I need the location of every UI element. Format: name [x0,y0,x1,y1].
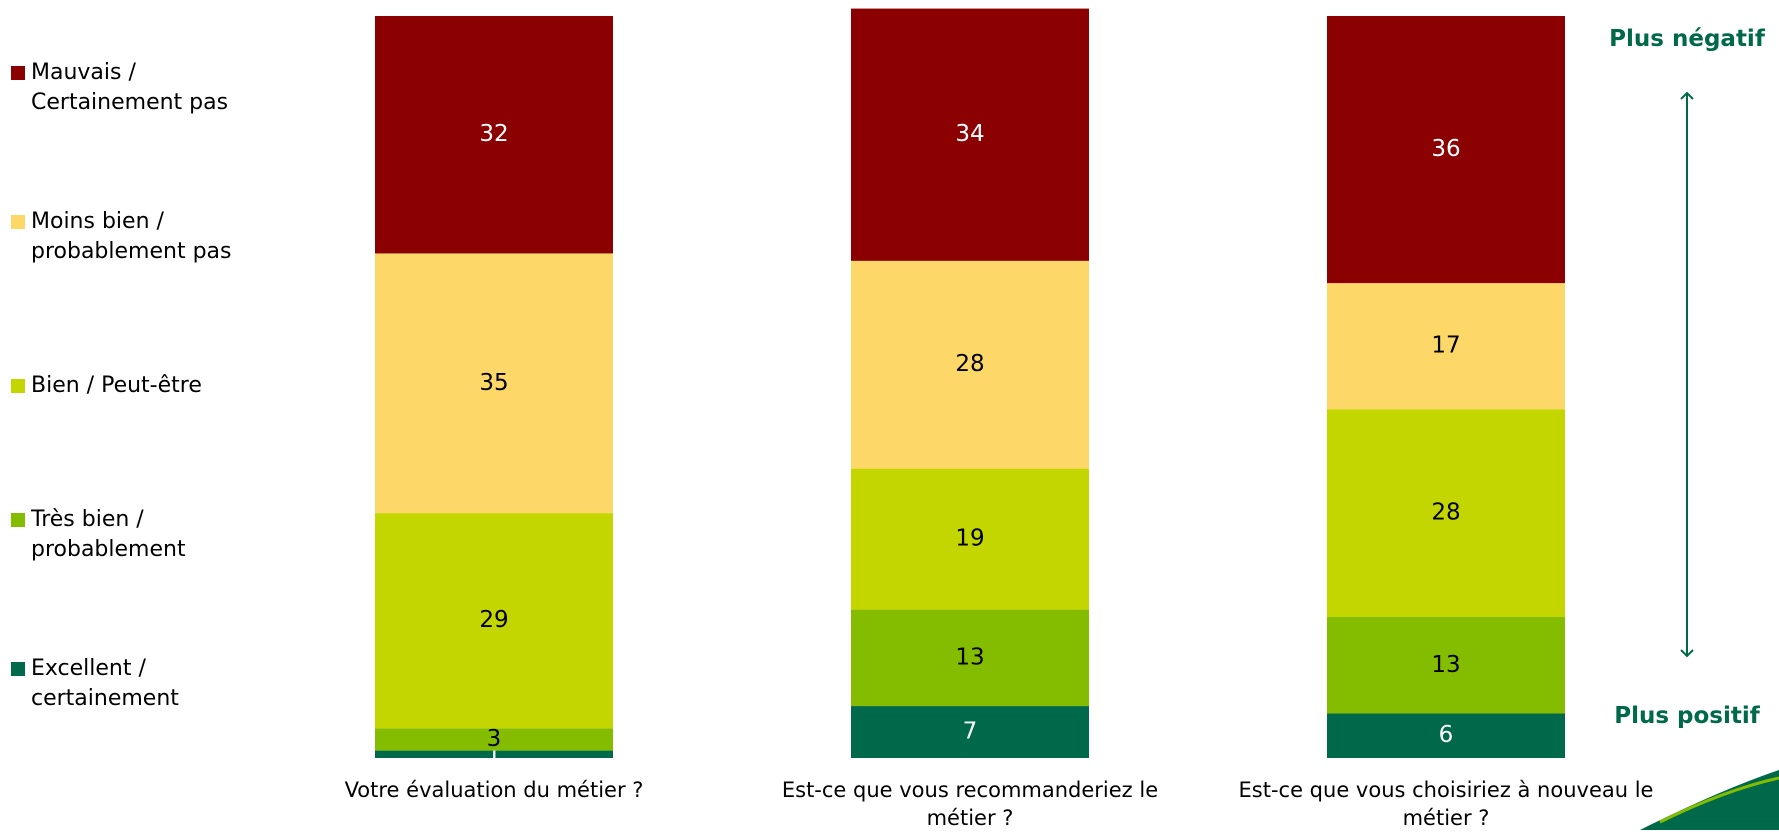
legend-label: Moins bien / probablement pas [31,209,232,264]
legend-item: Très bien / probablement [11,505,261,565]
x-tick-label: Est-ce que vous choisiriez à nouveau le … [1238,778,1654,830]
data-label: 34 [955,121,984,147]
decoration [1659,776,1779,824]
bar-segment [851,260,1089,469]
bar-segment [375,16,613,254]
bar-segment [375,513,613,729]
data-label: 32 [479,121,508,147]
data-label: 35 [479,370,508,396]
annotation: Plus négatif [1609,26,1765,52]
data-label: 28 [1431,500,1460,526]
bar-segment [1327,617,1565,714]
bar-segment [1327,713,1565,758]
bar-segment [1327,409,1565,618]
legend-swatch [11,215,25,229]
legend-label: Bien / Peut-être [31,373,202,398]
data-label: 28 [955,351,984,377]
data-label: 13 [1431,652,1460,678]
bar-segment [375,253,613,514]
data-label: 29 [479,607,508,633]
data-label: 6 [1439,722,1454,748]
bar-segment [851,468,1089,610]
legend-label: Mauvais / Certainement pas [31,60,229,115]
legend-label: Très bien / probablement [31,507,186,562]
legend-item: Excellent / certainement [11,654,261,714]
data-label: 13 [955,644,984,670]
x-tick-label: Est-ce que vous recommanderiez le métier… [781,778,1159,830]
bar-segment [851,706,1089,758]
legend-item: Moins bien / probablement pas [11,207,261,267]
bar-segment [1327,16,1565,284]
data-label: 3 [487,726,502,752]
legend-swatch [11,379,25,393]
bar-segment [851,609,1089,707]
bar-segment [375,750,613,758]
data-label: 17 [1431,333,1460,359]
legend-item: Bien / Peut-être [11,371,261,401]
legend-swatch [11,662,25,676]
legend-swatch [11,66,25,80]
data-label: 7 [963,719,978,745]
legend-swatch [11,513,25,527]
legend-item: Mauvais / Certainement pas [11,58,261,118]
x-tick-label: Votre évaluation du métier ? [344,778,644,802]
annotation: Plus positif [1614,703,1760,729]
bar-segment [851,8,1089,261]
data-label: 36 [1431,136,1460,162]
data-label: 19 [955,526,984,552]
bar-segment [1327,283,1565,410]
bar-segment [375,728,613,751]
legend-label: Excellent / certainement [31,656,179,711]
